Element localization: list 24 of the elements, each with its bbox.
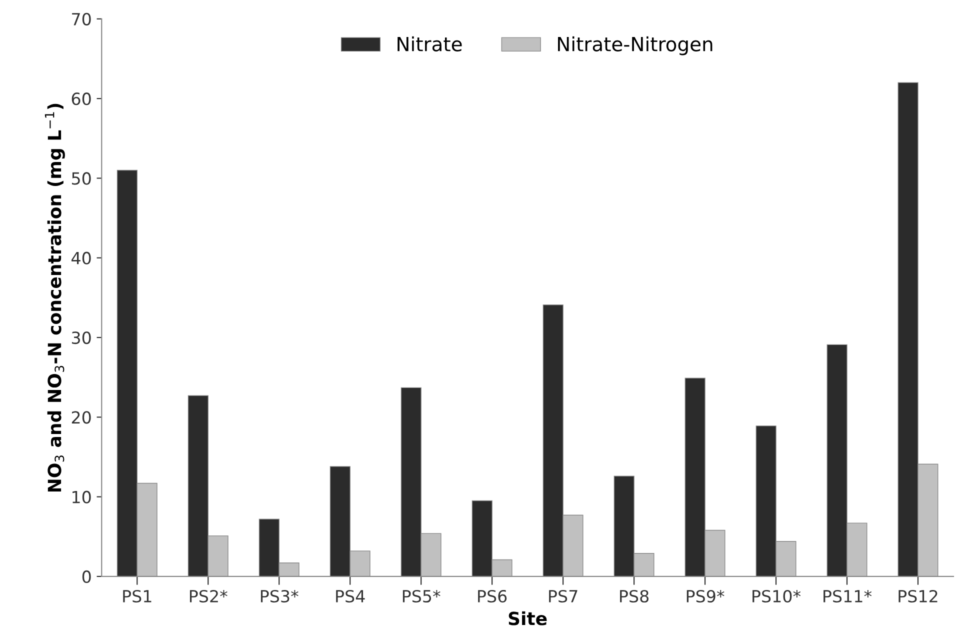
y-tick-label: 50 [72,172,91,185]
x-tick-label: PS12 [898,590,938,603]
x-tick-label: PS3* [260,590,298,603]
legend-label: Nitrate-Nitrogen [558,36,712,56]
y-tick-label: 60 [72,92,91,106]
y-tick-label: 20 [72,411,91,424]
y-tick-label: 30 [72,331,91,344]
x-axis-title: Site [508,611,547,626]
y-tick-label: 10 [72,490,91,504]
x-tick-label: PS5* [402,590,440,603]
y-axis-title: NO$_{3}$ and NO$_{3}$-N concentration (mg L$^{−1}$) [44,104,65,492]
y-tick-label: 40 [72,252,91,264]
x-tick-label: PS8 [620,590,649,603]
x-tick-label: PS11* [824,590,872,603]
x-tick-label: PS10* [752,590,801,603]
x-tick-label: PS7 [549,590,578,603]
x-tick-label: PS6 [478,590,507,603]
x-tick-label: PS9* [686,590,724,603]
y-tick-label: 0 [82,570,91,584]
x-tick-label: PS2* [190,590,228,603]
legend-label: Nitrate [398,36,462,52]
x-tick-label: PS4 [336,590,365,603]
x-tick-label: PS1 [123,590,152,603]
y-tick-label: 70 [72,12,91,26]
